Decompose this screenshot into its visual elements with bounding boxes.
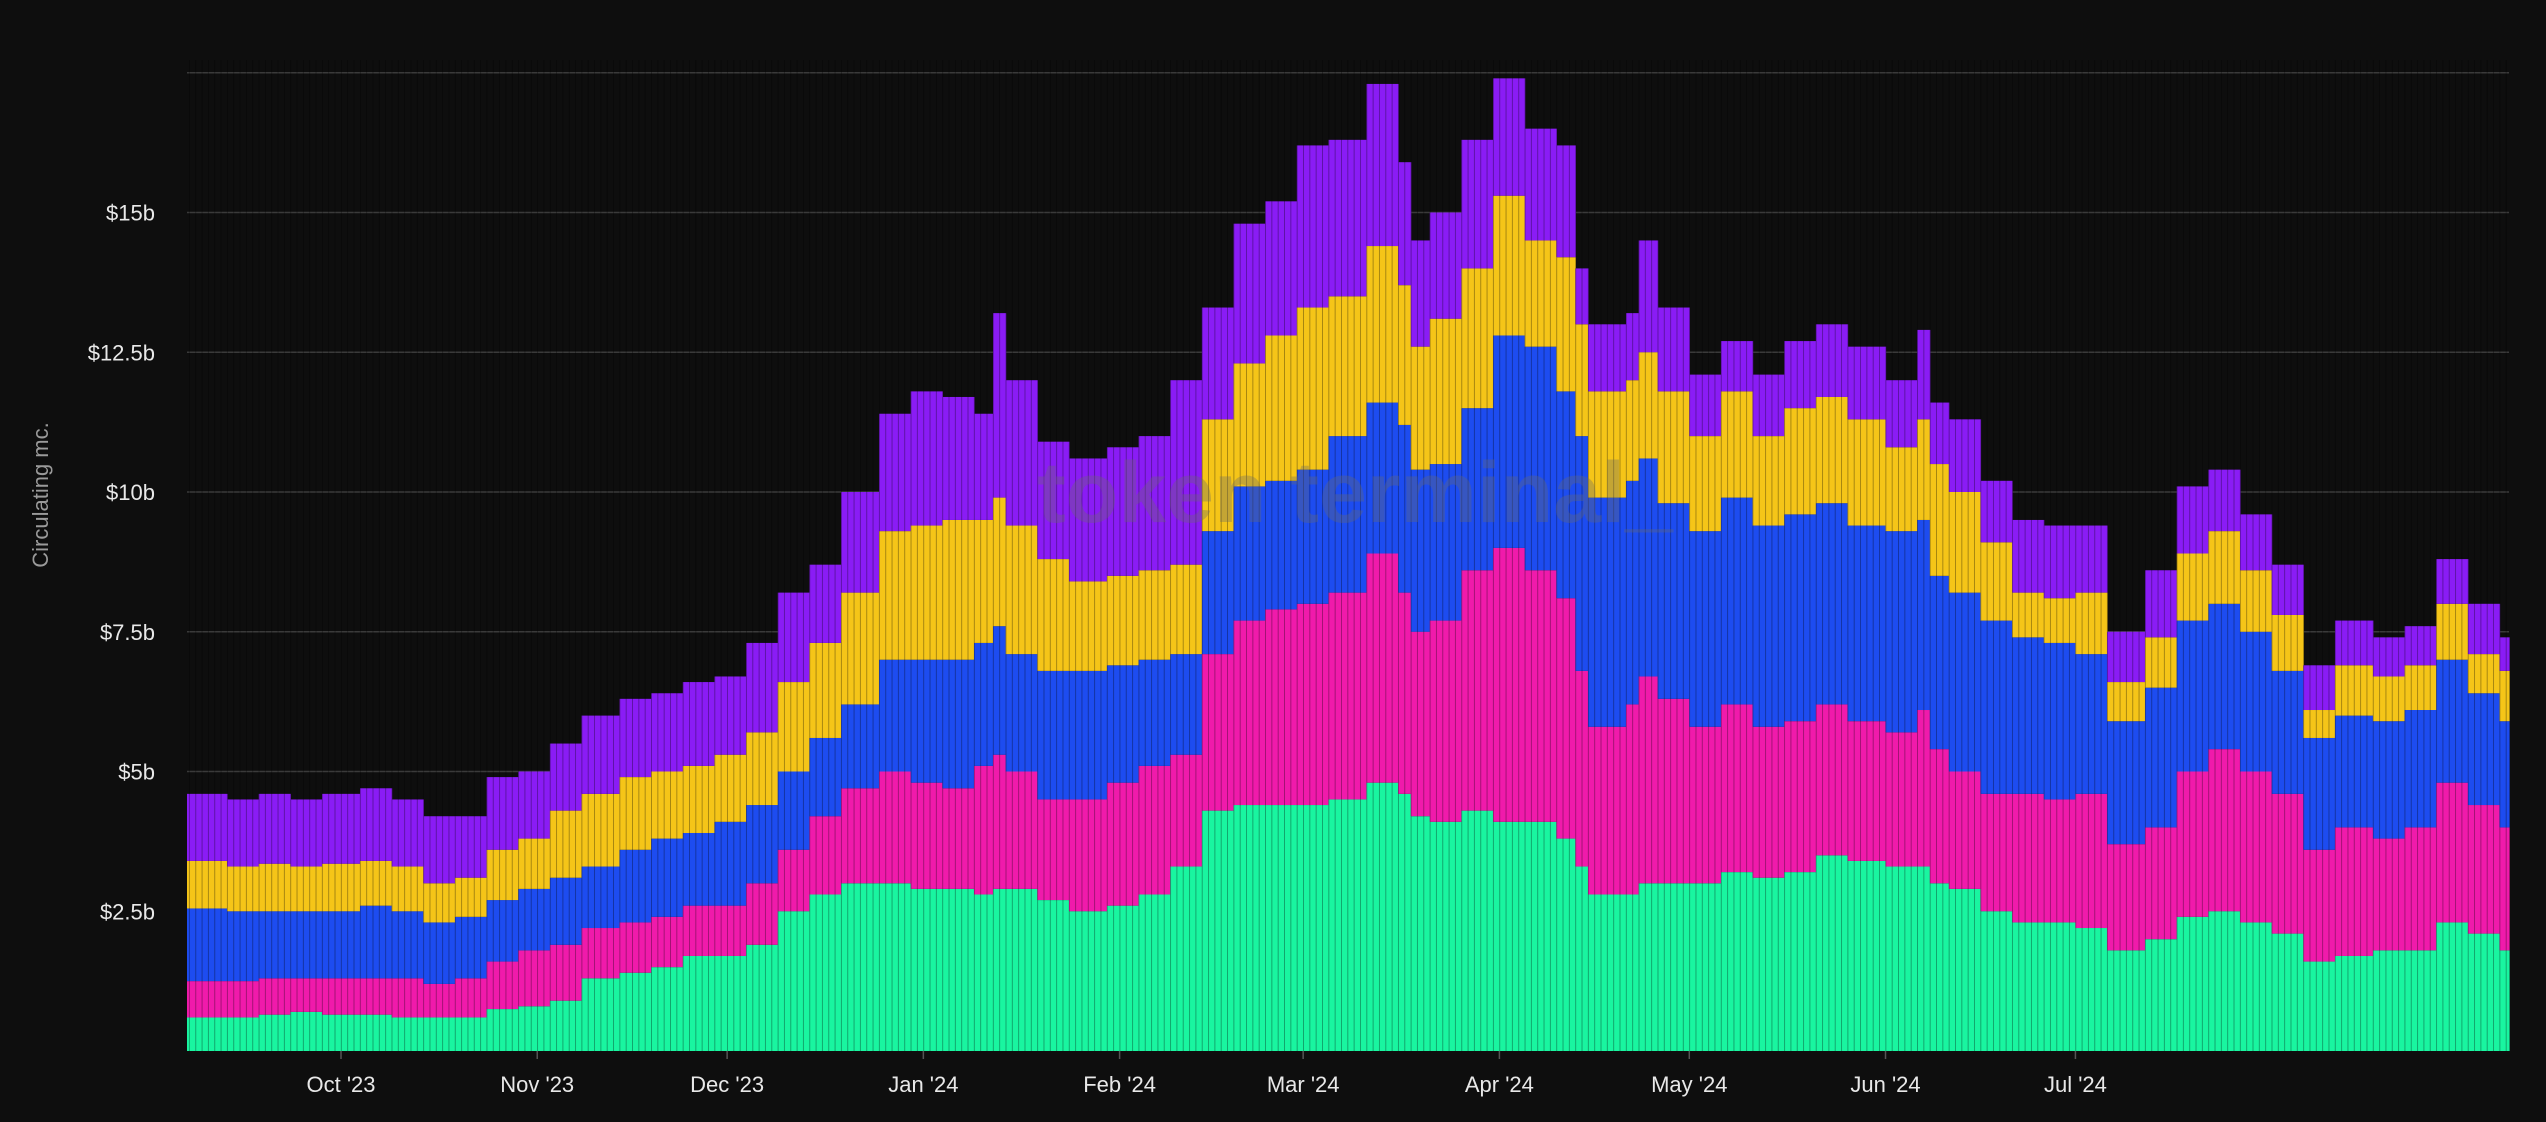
x-axis-ticks: Oct '23 Nov '23 Dec '23 Jan '24 Feb '24 Mar '… bbox=[306, 1051, 2107, 1097]
x-tick-label: Oct '23 bbox=[306, 1072, 375, 1097]
x-tick-label: Nov '23 bbox=[500, 1072, 574, 1097]
y-tick-label: $5b bbox=[118, 760, 155, 785]
x-tick-label: Apr '24 bbox=[1465, 1072, 1534, 1097]
x-tick-label: Mar '24 bbox=[1267, 1072, 1340, 1097]
y-tick-label: $2.5b bbox=[100, 899, 155, 924]
x-tick-label: May '24 bbox=[1651, 1072, 1727, 1097]
y-tick-label: $10b bbox=[106, 480, 155, 505]
x-tick-label: Feb '24 bbox=[1083, 1072, 1156, 1097]
bar-separator-texture bbox=[187, 60, 2509, 1051]
watermark-logo: token terminal_ bbox=[1037, 445, 1674, 541]
x-tick-label: Jan '24 bbox=[888, 1072, 958, 1097]
y-axis-label: Circulating mc. bbox=[28, 422, 53, 567]
x-tick-label: Jun '24 bbox=[1850, 1072, 1920, 1097]
y-axis-ticks: $2.5b $5b $7.5b $10b $12.5b $15b bbox=[88, 201, 155, 925]
x-tick-label: Jul '24 bbox=[2044, 1072, 2107, 1097]
y-tick-label: $15b bbox=[106, 201, 155, 226]
y-tick-label: $7.5b bbox=[100, 620, 155, 645]
x-tick-label: Dec '23 bbox=[690, 1072, 764, 1097]
y-tick-label: $12.5b bbox=[88, 340, 155, 365]
